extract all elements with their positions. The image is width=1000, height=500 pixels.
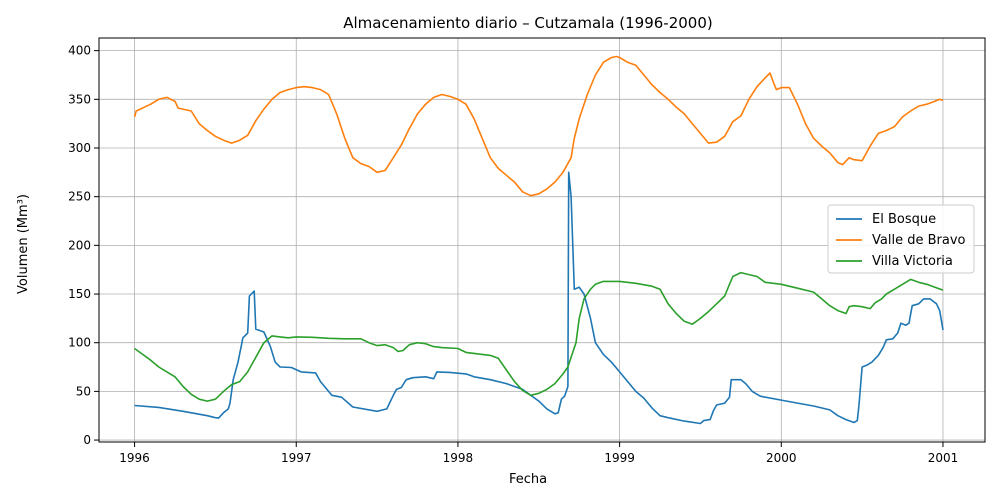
y-tick-label: 250 xyxy=(68,190,91,204)
y-tick-label: 300 xyxy=(68,141,91,155)
x-tick-label: 2001 xyxy=(928,451,959,465)
legend-label-villa-victoria: Villa Victoria xyxy=(872,254,953,269)
y-tick-label: 350 xyxy=(68,92,91,106)
y-tick-label: 50 xyxy=(76,384,91,398)
series-line-valle-de-bravo xyxy=(133,55,944,197)
legend-label-valle-de-bravo: Valle de Bravo xyxy=(872,233,966,248)
x-tick-label: 2000 xyxy=(766,451,797,465)
series-line-el-bosque xyxy=(134,171,944,425)
x-tick-label: 1997 xyxy=(281,451,312,465)
y-tick-label: 150 xyxy=(68,287,91,301)
y-tick-label: 100 xyxy=(68,336,91,350)
legend-label-el-bosque: El Bosque xyxy=(872,212,936,227)
axes-frame xyxy=(98,37,986,443)
x-tick-label: 1996 xyxy=(119,451,150,465)
series-layer xyxy=(133,55,944,425)
y-axis-ticks: 0 50 100 150 200 250 300 350 400 xyxy=(68,44,99,447)
legend: El Bosque Valle de Bravo Villa Victoria xyxy=(827,204,975,274)
y-axis-label: Volumen (Mm³) xyxy=(16,194,31,294)
y-tick-label: 0 xyxy=(83,433,91,447)
x-axis-ticks: 1996 1997 1998 1999 2000 2001 xyxy=(119,442,958,465)
x-tick-label: 1999 xyxy=(604,451,635,465)
x-tick-label: 1998 xyxy=(443,451,474,465)
legend-box xyxy=(827,204,975,274)
y-tick-label: 400 xyxy=(68,44,91,58)
y-tick-label: 200 xyxy=(68,238,91,252)
series-line-villa-victoria xyxy=(134,271,944,402)
x-axis-label: Fecha xyxy=(509,472,547,487)
chart-title: Almacenamiento diario – Cutzamala (1996-… xyxy=(343,14,713,32)
